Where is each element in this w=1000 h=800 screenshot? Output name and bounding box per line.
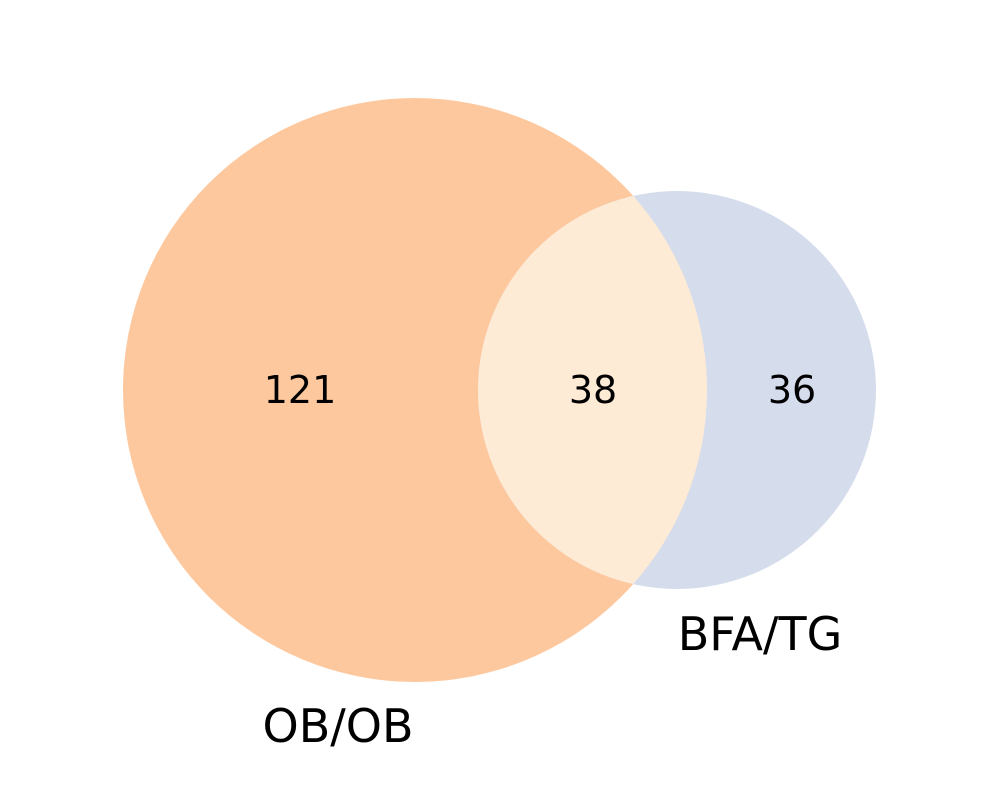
set-label-ob-ob: OB/OB [262,699,413,753]
bfa-only-count: 36 [768,368,816,412]
set-label-bfa-tg: BFA/TG [678,607,843,661]
intersection-count: 38 [569,368,617,412]
ob-only-count: 121 [264,368,337,412]
intersection-region [478,191,707,589]
